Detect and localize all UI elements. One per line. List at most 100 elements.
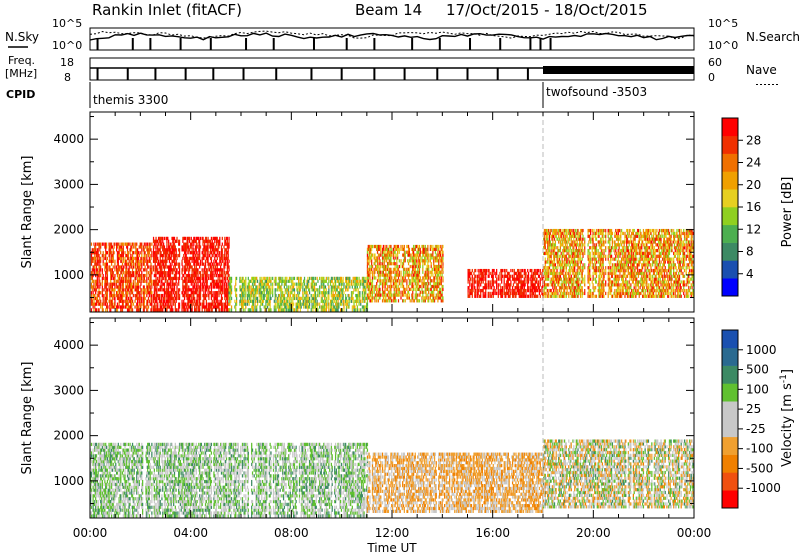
power-cell bbox=[301, 277, 302, 280]
power-cell bbox=[134, 300, 135, 303]
power-cell bbox=[141, 291, 142, 294]
power-cell bbox=[423, 291, 424, 294]
power-cell bbox=[498, 283, 499, 286]
power-cell bbox=[257, 280, 258, 283]
power-cell bbox=[345, 288, 346, 291]
power-cell bbox=[134, 280, 135, 283]
power-cell bbox=[103, 297, 104, 300]
power-cell bbox=[379, 288, 380, 291]
power-cell bbox=[155, 305, 156, 308]
power-cell bbox=[504, 283, 505, 286]
power-cell bbox=[420, 259, 421, 262]
power-cell bbox=[403, 276, 404, 279]
power-cell bbox=[319, 291, 320, 294]
power-cell bbox=[309, 291, 310, 294]
power-cell bbox=[222, 251, 223, 254]
power-cell bbox=[292, 305, 293, 308]
power-cell bbox=[121, 265, 122, 268]
power-cell bbox=[477, 295, 478, 298]
power-cell bbox=[340, 308, 341, 311]
power-cell bbox=[194, 277, 195, 280]
power-cell bbox=[102, 283, 103, 286]
power-cell bbox=[129, 291, 130, 294]
power-cell bbox=[399, 282, 400, 285]
power-cell bbox=[129, 294, 130, 297]
power-cell bbox=[114, 283, 115, 286]
nsearch-tick-bottom: 10^0 bbox=[708, 39, 738, 52]
power-cell bbox=[175, 257, 176, 260]
power-cell bbox=[158, 243, 159, 246]
power-cell bbox=[154, 294, 155, 297]
power-cell bbox=[435, 273, 436, 276]
power-cell bbox=[211, 257, 212, 260]
power-cell bbox=[499, 275, 500, 278]
power-cell bbox=[193, 288, 194, 291]
power-cell bbox=[367, 299, 368, 302]
power-cell bbox=[292, 300, 293, 303]
power-cell bbox=[302, 288, 303, 291]
power-cell bbox=[317, 308, 318, 311]
power-cell bbox=[478, 292, 479, 295]
power-cell bbox=[222, 283, 223, 286]
power-cell bbox=[120, 288, 121, 291]
power-cell bbox=[206, 288, 207, 291]
power-cell bbox=[160, 257, 161, 260]
power-cell bbox=[107, 268, 108, 271]
power-cell bbox=[181, 277, 182, 280]
power-cell bbox=[164, 297, 165, 300]
power-cell bbox=[93, 283, 94, 286]
power-cell bbox=[469, 275, 470, 278]
power-cell bbox=[161, 268, 162, 271]
power-cell bbox=[166, 260, 167, 263]
power-cell bbox=[157, 305, 158, 308]
power-cell bbox=[410, 253, 411, 256]
power-cell bbox=[307, 303, 308, 306]
power-cell bbox=[393, 253, 394, 256]
power-cell bbox=[192, 277, 193, 280]
date-range-title: 17/Oct/2015 - 18/Oct/2015 bbox=[446, 1, 648, 19]
power-cell bbox=[326, 300, 327, 303]
power-cell bbox=[171, 305, 172, 308]
power-cell bbox=[408, 262, 409, 265]
power-cell bbox=[410, 265, 411, 268]
power-cell bbox=[228, 280, 229, 283]
power-cell bbox=[307, 308, 308, 311]
power-cell bbox=[107, 271, 108, 274]
power-cell bbox=[102, 305, 103, 308]
power-cell bbox=[202, 271, 203, 274]
power-cell bbox=[260, 308, 261, 311]
power-cell bbox=[123, 285, 124, 288]
power-cell bbox=[129, 265, 130, 268]
cpid-label: CPID bbox=[6, 88, 35, 101]
power-cell bbox=[130, 243, 131, 246]
power-cell bbox=[440, 253, 441, 256]
power-cell bbox=[290, 277, 291, 280]
power-cell bbox=[326, 277, 327, 280]
power-cell bbox=[197, 260, 198, 263]
power-cell bbox=[428, 271, 429, 274]
power-cell bbox=[187, 240, 188, 243]
power-cell bbox=[420, 256, 421, 259]
power-cell bbox=[182, 291, 183, 294]
power-cell bbox=[337, 300, 338, 303]
power-cell bbox=[356, 303, 357, 306]
power-cell bbox=[207, 248, 208, 251]
power-cell bbox=[422, 268, 423, 271]
power-cell bbox=[150, 245, 151, 248]
power-cell bbox=[179, 303, 180, 306]
power-cell bbox=[335, 283, 336, 286]
power-cell bbox=[411, 299, 412, 302]
power-cell bbox=[485, 289, 486, 292]
power-cell bbox=[220, 265, 221, 268]
power-cell bbox=[203, 288, 204, 291]
power-cell bbox=[118, 243, 119, 246]
power-cell bbox=[95, 285, 96, 288]
power-cell bbox=[151, 251, 152, 254]
power-cell bbox=[128, 297, 129, 300]
power-cell bbox=[415, 248, 416, 251]
power-cell bbox=[296, 285, 297, 288]
power-cell bbox=[288, 285, 289, 288]
power-cell bbox=[178, 280, 179, 283]
power-cell bbox=[113, 260, 114, 263]
power-cell bbox=[165, 280, 166, 283]
